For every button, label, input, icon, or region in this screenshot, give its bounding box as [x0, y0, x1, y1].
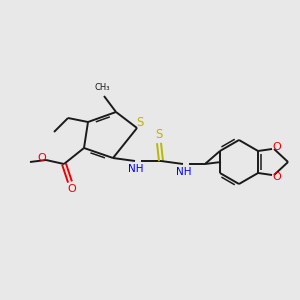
Text: S: S [155, 128, 163, 142]
Text: O: O [38, 153, 46, 163]
Text: O: O [68, 184, 76, 194]
Text: CH₃: CH₃ [94, 83, 110, 92]
Text: O: O [273, 172, 281, 182]
Text: NH: NH [176, 167, 192, 177]
Text: NH: NH [128, 164, 144, 174]
Text: S: S [136, 116, 144, 130]
Text: O: O [273, 142, 281, 152]
